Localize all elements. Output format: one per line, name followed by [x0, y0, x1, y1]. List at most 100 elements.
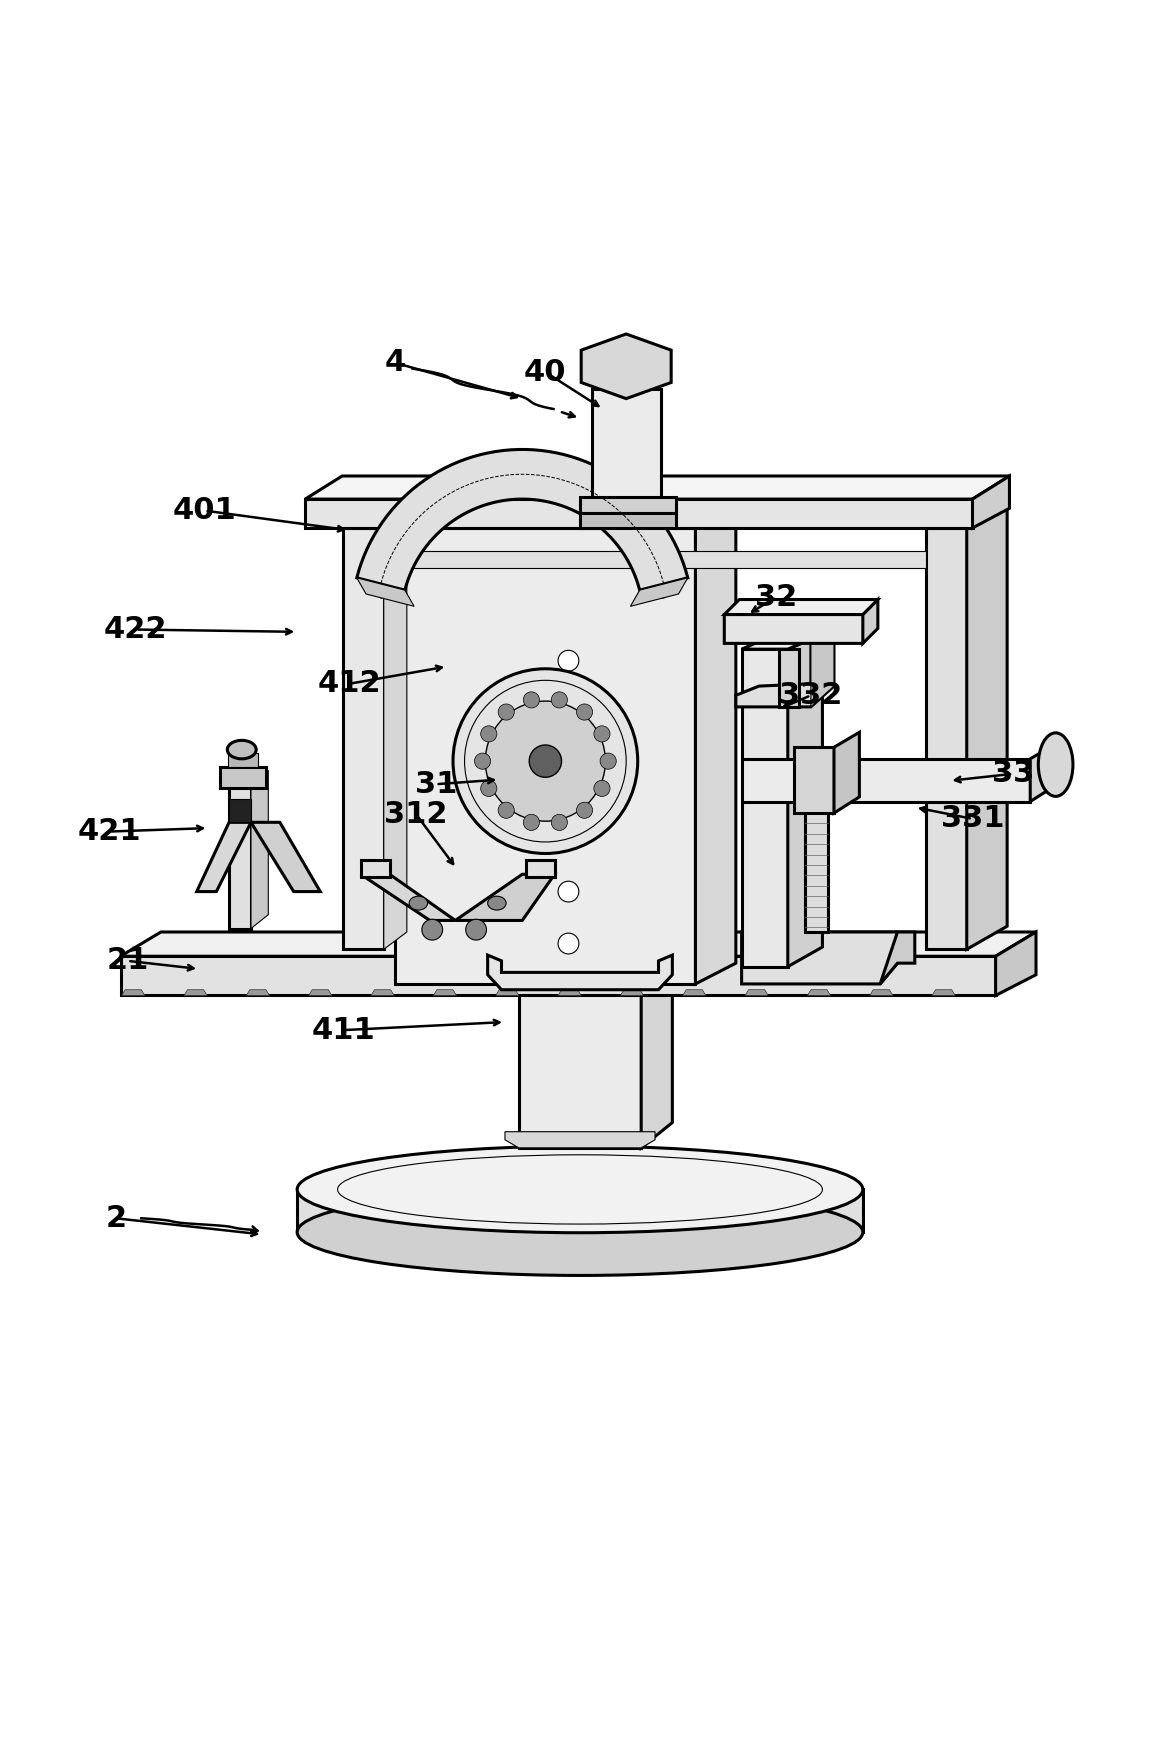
Text: 401: 401 — [173, 497, 237, 525]
Ellipse shape — [474, 754, 491, 769]
Polygon shape — [384, 551, 927, 568]
Polygon shape — [384, 512, 407, 950]
Ellipse shape — [485, 702, 606, 822]
Polygon shape — [121, 933, 1036, 957]
Ellipse shape — [558, 881, 579, 902]
Ellipse shape — [480, 780, 496, 797]
Polygon shape — [630, 578, 688, 606]
Text: 331: 331 — [941, 804, 1005, 834]
Polygon shape — [227, 754, 258, 768]
Polygon shape — [592, 389, 661, 499]
Polygon shape — [927, 528, 966, 950]
Ellipse shape — [558, 709, 579, 730]
Polygon shape — [788, 634, 822, 966]
Polygon shape — [246, 990, 269, 995]
Polygon shape — [396, 528, 696, 983]
Polygon shape — [251, 822, 320, 891]
Ellipse shape — [498, 703, 514, 721]
Polygon shape — [863, 599, 878, 643]
Polygon shape — [122, 990, 145, 995]
Ellipse shape — [409, 896, 428, 910]
Ellipse shape — [558, 823, 579, 844]
Polygon shape — [357, 578, 414, 606]
Ellipse shape — [523, 691, 539, 709]
Ellipse shape — [551, 691, 567, 709]
Ellipse shape — [558, 933, 579, 954]
Ellipse shape — [487, 896, 506, 910]
Polygon shape — [741, 650, 788, 966]
Ellipse shape — [422, 919, 443, 940]
Ellipse shape — [465, 919, 486, 940]
Polygon shape — [505, 1133, 655, 1148]
Polygon shape — [641, 969, 673, 1148]
Text: 33: 33 — [992, 759, 1034, 789]
Text: 312: 312 — [384, 799, 448, 829]
Polygon shape — [379, 486, 666, 598]
Ellipse shape — [454, 669, 638, 853]
Ellipse shape — [523, 815, 539, 830]
Polygon shape — [805, 804, 828, 933]
Polygon shape — [456, 874, 554, 921]
Polygon shape — [396, 511, 735, 528]
Polygon shape — [807, 990, 831, 995]
Ellipse shape — [297, 1188, 863, 1275]
Polygon shape — [121, 957, 995, 995]
Polygon shape — [558, 990, 581, 995]
Polygon shape — [487, 955, 673, 990]
Polygon shape — [834, 733, 860, 813]
Polygon shape — [516, 983, 646, 992]
Text: 32: 32 — [755, 582, 797, 611]
Polygon shape — [581, 334, 672, 398]
Polygon shape — [343, 528, 384, 950]
Text: 411: 411 — [312, 1016, 375, 1044]
Polygon shape — [229, 799, 251, 822]
Polygon shape — [357, 450, 688, 591]
Polygon shape — [745, 990, 768, 995]
Polygon shape — [309, 990, 332, 995]
Ellipse shape — [227, 740, 256, 759]
Polygon shape — [305, 476, 1009, 499]
Polygon shape — [683, 990, 705, 995]
Text: 21: 21 — [107, 947, 148, 976]
Polygon shape — [696, 512, 735, 983]
Ellipse shape — [551, 815, 567, 830]
Polygon shape — [741, 759, 1030, 801]
Polygon shape — [197, 822, 251, 891]
Text: 421: 421 — [78, 816, 140, 846]
Polygon shape — [495, 990, 519, 995]
Polygon shape — [361, 860, 390, 877]
Polygon shape — [297, 1190, 863, 1232]
Ellipse shape — [558, 766, 579, 787]
Polygon shape — [778, 650, 799, 707]
Polygon shape — [724, 599, 878, 615]
Polygon shape — [361, 874, 456, 921]
Polygon shape — [580, 512, 676, 528]
Ellipse shape — [297, 1146, 863, 1233]
Polygon shape — [972, 476, 1009, 528]
Polygon shape — [1030, 743, 1056, 801]
Polygon shape — [880, 933, 915, 983]
Polygon shape — [229, 782, 251, 929]
Polygon shape — [724, 615, 875, 643]
Polygon shape — [811, 625, 834, 707]
Polygon shape — [434, 990, 457, 995]
Polygon shape — [519, 990, 641, 1148]
Ellipse shape — [529, 745, 561, 776]
Polygon shape — [966, 509, 1007, 950]
Ellipse shape — [600, 754, 616, 769]
Polygon shape — [741, 933, 898, 983]
Polygon shape — [870, 990, 893, 995]
Polygon shape — [741, 634, 822, 650]
Polygon shape — [580, 497, 676, 512]
Text: 4: 4 — [385, 349, 406, 377]
Polygon shape — [995, 933, 1036, 995]
Ellipse shape — [577, 703, 593, 721]
Text: 422: 422 — [103, 615, 167, 644]
Text: 31: 31 — [414, 769, 457, 799]
Text: 2: 2 — [106, 1204, 126, 1233]
Ellipse shape — [594, 726, 610, 742]
Polygon shape — [519, 969, 673, 990]
Text: 412: 412 — [318, 669, 380, 698]
Polygon shape — [305, 499, 972, 528]
Ellipse shape — [594, 780, 610, 797]
